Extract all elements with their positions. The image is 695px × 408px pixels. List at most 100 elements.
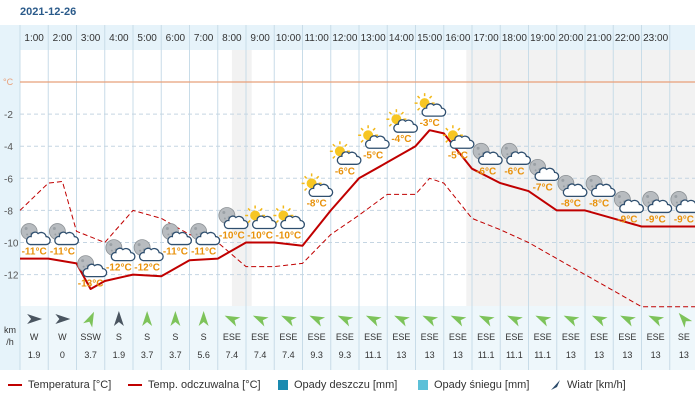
hour-label: 19:00 — [530, 33, 555, 44]
wind-speed-label: 13 — [453, 350, 463, 360]
hour-label: 18:00 — [502, 33, 527, 44]
moon-cloud-icon — [670, 191, 695, 214]
wind-direction-label: ESE — [647, 332, 665, 342]
wind-axis-label: km — [4, 325, 16, 335]
temperature-value-label: -9°C — [674, 214, 694, 225]
temperature-value-label: -8°C — [307, 198, 327, 209]
temperature-value-label: -11°C — [191, 247, 216, 258]
legend-snow: Opady śniegu [mm] — [418, 378, 529, 392]
wind-direction-label: ESE — [505, 332, 523, 342]
hour-label: 8:00 — [222, 33, 242, 44]
wind-speed-label: 13 — [651, 350, 661, 360]
wind-arrow-icon — [170, 311, 181, 326]
wind-arrow-icon — [551, 380, 560, 390]
wind-speed-label: 3.7 — [141, 350, 154, 360]
legend-temp-swatch — [8, 384, 22, 386]
temperature-value-label: -11°C — [22, 247, 47, 258]
wind-speed-label: 13 — [425, 350, 435, 360]
wind-arrow-icon — [365, 315, 382, 327]
hour-label: 15:00 — [417, 33, 442, 44]
wind-speed-label: 0 — [60, 350, 65, 360]
y-tick-label: -12 — [4, 271, 19, 282]
wind-arrow-icon — [309, 315, 326, 327]
wind-direction-label: ESE — [421, 332, 439, 342]
sun-cloud-icon — [245, 205, 277, 230]
moon-cloud-icon — [48, 223, 80, 246]
wind-direction-label: ESE — [534, 332, 552, 342]
y-tick-label: -6 — [4, 174, 13, 185]
y-tick-label: -10 — [4, 239, 19, 250]
sun-cloud-icon — [301, 173, 334, 198]
wind-arrow-icon — [478, 315, 495, 327]
hour-label: 12:00 — [332, 33, 357, 44]
hour-label: 5:00 — [137, 33, 157, 44]
moon-cloud-icon — [133, 239, 164, 262]
wind-speed-label: 3.7 — [169, 350, 182, 360]
night-shade — [231, 50, 252, 306]
hour-label: 13:00 — [361, 33, 386, 44]
legend-temp: Temperatura [°C] — [8, 378, 111, 392]
sun-cloud-icon — [442, 125, 475, 149]
legend-temp-label: Temperatura [°C] — [28, 379, 112, 391]
wind-direction-label: ESE — [449, 332, 467, 342]
wind-speed-label: 7.4 — [254, 350, 267, 360]
temperature-value-label: -6°C — [476, 166, 496, 177]
moon-cloud-icon — [20, 223, 51, 246]
wind-speed-label: 11.1 — [365, 350, 382, 360]
wind-direction-label: S — [201, 332, 207, 342]
wind-speed-label: 1.9 — [113, 350, 126, 360]
wind-arrow-icon — [563, 315, 580, 327]
wind-direction-label: ESE — [618, 332, 636, 342]
hour-label: 22:00 — [615, 33, 640, 44]
wind-speed-label: 13 — [566, 350, 576, 360]
sun-cloud-icon — [386, 109, 419, 133]
hour-label: 3:00 — [81, 33, 101, 44]
moon-cloud-icon — [218, 207, 249, 230]
wind-direction-label: ESE — [308, 332, 326, 342]
legend-wind: Wiatr [km/h] — [550, 378, 626, 392]
wind-speed-label: 13 — [679, 350, 689, 360]
wind-arrow-icon — [142, 311, 153, 326]
wind-speed-label: 11.1 — [506, 350, 523, 360]
wind-speed-label: 3.7 — [84, 350, 97, 360]
wind-direction-label: ESE — [477, 332, 495, 342]
y-tick-label: -8 — [4, 206, 13, 217]
wind-speed-label: 9.3 — [339, 350, 352, 360]
wind-arrow-icon — [113, 311, 124, 326]
hour-label: 10:00 — [276, 33, 301, 44]
legend-snow-label: Opady śniegu [mm] — [434, 379, 530, 391]
hour-label: 17:00 — [474, 33, 499, 44]
wind-direction-label: ESE — [251, 332, 269, 342]
temperature-value-label: -9°C — [617, 214, 637, 225]
temperature-value-label: -12°C — [106, 263, 132, 274]
wind-arrow-icon — [535, 315, 552, 327]
moon-cloud-icon — [472, 142, 503, 165]
wind-speed-label: 7.4 — [282, 350, 295, 360]
wind-speed-label: 11.1 — [534, 350, 551, 360]
wind-arrow-icon — [337, 315, 354, 327]
wind-arrow-icon — [394, 315, 410, 327]
wind-speed-label: 9.3 — [310, 350, 323, 360]
temperature-value-label: -6°C — [335, 166, 355, 177]
legend-rain-swatch — [278, 380, 288, 390]
temperature-value-label: -5°C — [448, 150, 468, 161]
wind-arrow-icon — [450, 315, 467, 327]
hour-label: 16:00 — [445, 33, 470, 44]
moon-cloud-icon — [585, 174, 616, 198]
moon-cloud-icon — [190, 223, 221, 246]
sun-cloud-icon — [273, 205, 306, 230]
wind-direction-label: ESE — [223, 332, 241, 342]
wind-arrow-icon — [198, 311, 209, 326]
sun-cloud-icon — [358, 125, 390, 149]
wind-arrow-icon — [678, 312, 693, 328]
temperature-line — [20, 129, 695, 290]
hour-label: 1:00 — [24, 33, 44, 44]
temperature-value-label: -9°C — [646, 214, 666, 225]
wind-arrow-icon — [620, 315, 636, 327]
wind-direction-label: S — [172, 332, 178, 342]
wind-direction-label: W — [30, 332, 39, 342]
temperature-value-label: -10°C — [276, 231, 302, 242]
temperature-value-label: -7°C — [533, 182, 553, 193]
temperature-value-label: -11°C — [163, 247, 188, 258]
